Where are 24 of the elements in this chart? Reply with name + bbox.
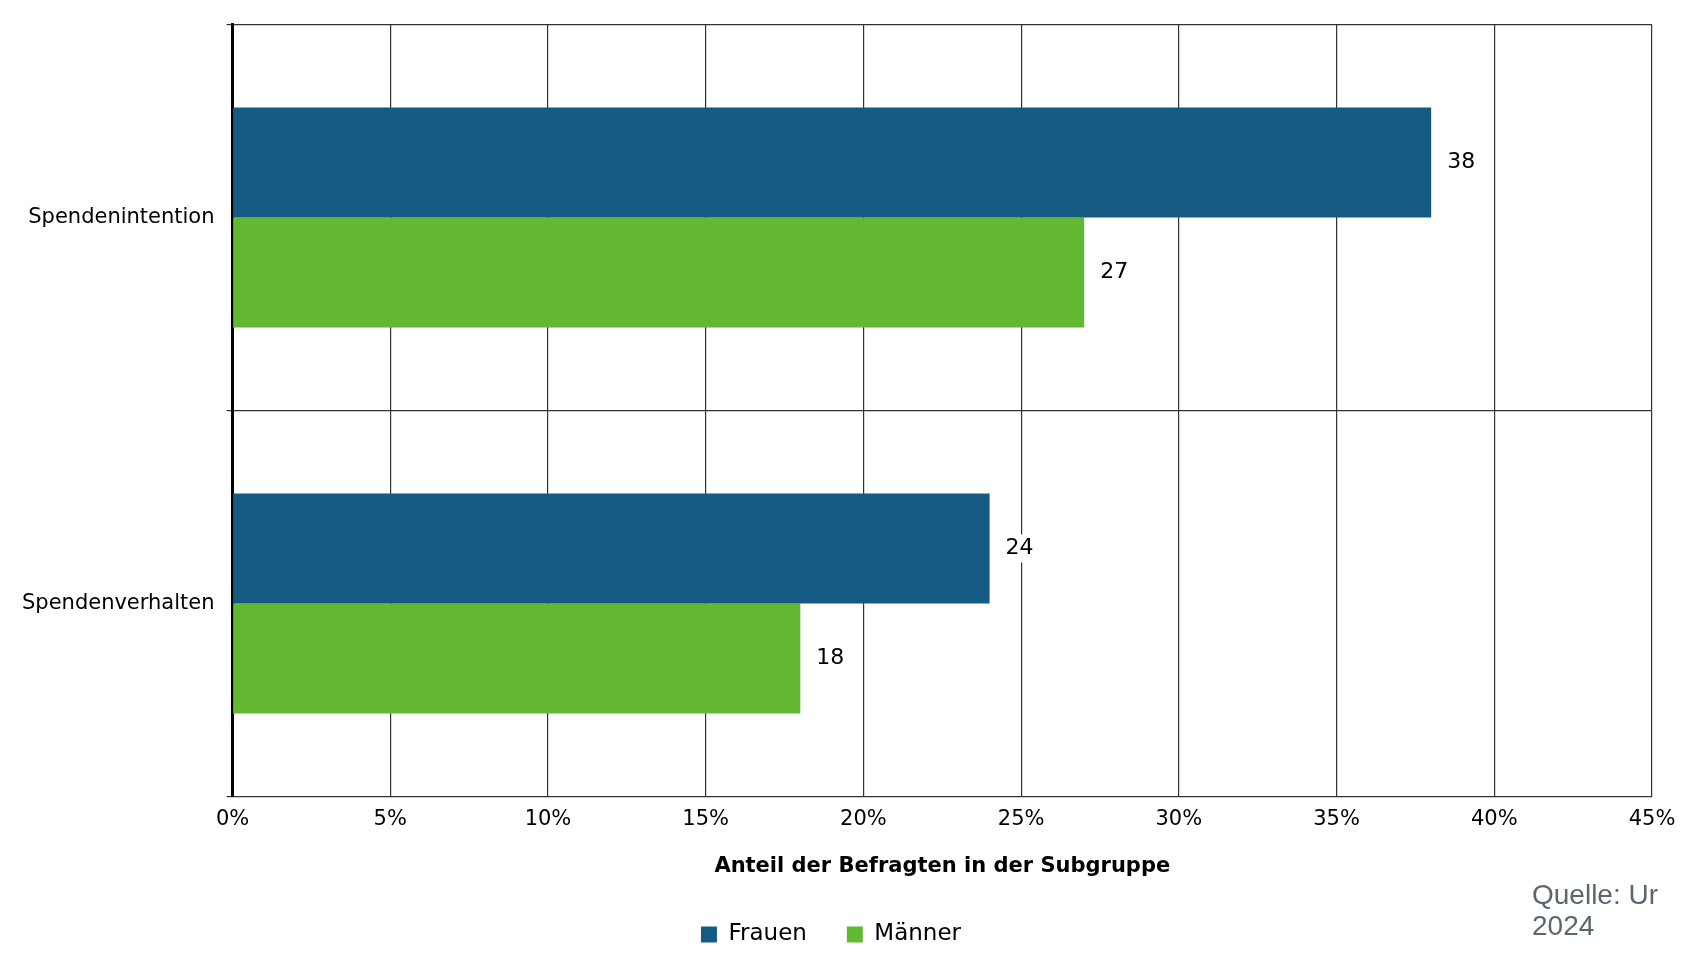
x-tick-label: 35% — [1313, 805, 1360, 830]
x-tick-label: 45% — [1628, 805, 1676, 830]
legend-label: Männer — [874, 919, 962, 946]
x-tick-label: 15% — [682, 805, 730, 830]
x-tick-label: 20% — [840, 805, 887, 830]
bar — [233, 603, 801, 714]
x-tick-label: 25% — [997, 805, 1045, 830]
data-label: 18 — [816, 644, 845, 670]
x-axis-title: Anteil der Befragten in der Subgruppe — [714, 852, 1171, 877]
x-tick-label: 5% — [373, 805, 407, 830]
data-label: 27 — [1100, 258, 1129, 284]
x-tick-label: 0% — [215, 805, 250, 830]
data-label: 24 — [1005, 534, 1034, 560]
legend-label: Frauen — [728, 919, 807, 946]
x-tick-label: 40% — [1470, 805, 1518, 830]
bar — [233, 107, 1432, 218]
data-label: 38 — [1447, 148, 1476, 174]
x-tick-label: 30% — [1155, 805, 1203, 830]
x-tick-label: 10% — [524, 805, 572, 830]
bar — [233, 217, 1085, 328]
y-tick-label: Spendenverhalten — [21, 590, 215, 615]
y-tick-label: Spendenintention — [28, 204, 215, 229]
source-note: Quelle: Ur 2024 — [1532, 879, 1660, 942]
bar — [233, 493, 990, 604]
